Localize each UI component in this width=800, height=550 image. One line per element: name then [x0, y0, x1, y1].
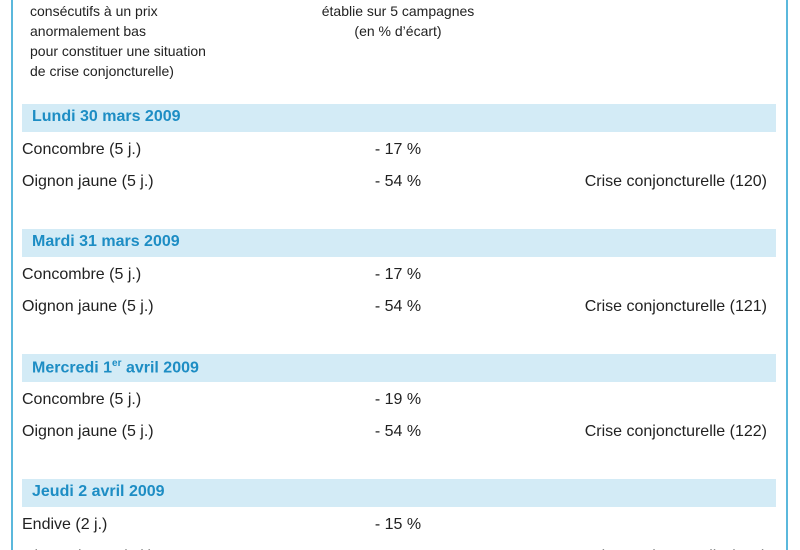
- section-title-sup: er: [112, 358, 122, 369]
- item-value: - 19 %: [374, 391, 422, 408]
- item-value: - 17 %: [374, 266, 422, 283]
- section-title-main: Jeudi 2 avril 2009: [32, 483, 165, 500]
- item-value: - 54 %: [374, 173, 422, 190]
- section-bar: Mercredi 1er avril 2009: [22, 354, 776, 382]
- item-note: Crise conjoncturelle (122): [584, 423, 767, 440]
- item-name: Endive (2 j.): [22, 516, 108, 533]
- item-name: Oignon jaune (5 j.): [22, 173, 154, 190]
- header-left-line: de crise conjoncturelle): [30, 63, 174, 79]
- item-value: - 15 %: [374, 516, 422, 533]
- item-note: Crise conjoncturelle (121): [584, 298, 767, 315]
- frame: [11, 0, 788, 550]
- item-note: Crise conjoncturelle (123): [585, 547, 767, 550]
- section-title-main: Lundi 30 mars 2009: [32, 108, 181, 125]
- section-title: Jeudi 2 avril 2009: [32, 483, 165, 501]
- section-title: Lundi 30 mars 2009: [32, 108, 181, 126]
- section-title: Mercredi 1er avril 2009: [32, 358, 199, 377]
- item-value: - 54 %: [375, 547, 421, 550]
- item-name: Oignon jaune (5 j.): [22, 547, 154, 550]
- header-middle-line: (en % d’écart): [354, 23, 442, 39]
- item-name: Oignon jaune (5 j.): [22, 298, 154, 315]
- header-left-line: pour constituer une situation: [30, 43, 206, 59]
- section-title-rest: avril 2009: [121, 359, 199, 377]
- item-name: Concombre (5 j.): [22, 391, 142, 408]
- section-title-main: Mardi 31 mars 2009: [32, 233, 180, 250]
- item-value: - 54 %: [374, 423, 422, 440]
- section-bar: Jeudi 2 avril 2009: [22, 479, 776, 507]
- section-bar: Mardi 31 mars 2009: [22, 229, 776, 257]
- item-value: - 17 %: [374, 141, 422, 158]
- section-bar: Lundi 30 mars 2009: [22, 104, 776, 132]
- header-left-line: anormalement bas: [30, 23, 146, 39]
- item-name: Concombre (5 j.): [22, 141, 142, 158]
- header-left-line: consécutifs à un prix: [30, 3, 158, 19]
- item-note: Crise conjoncturelle (120): [584, 173, 767, 190]
- header-middle-line: établie sur 5 campagnes: [321, 3, 475, 19]
- section-title-main: Mercredi 1: [32, 359, 113, 377]
- item-name: Oignon jaune (5 j.): [22, 423, 154, 440]
- item-name: Concombre (5 j.): [22, 266, 142, 283]
- item-value: - 54 %: [374, 298, 422, 315]
- section-title: Mardi 31 mars 2009: [32, 233, 180, 251]
